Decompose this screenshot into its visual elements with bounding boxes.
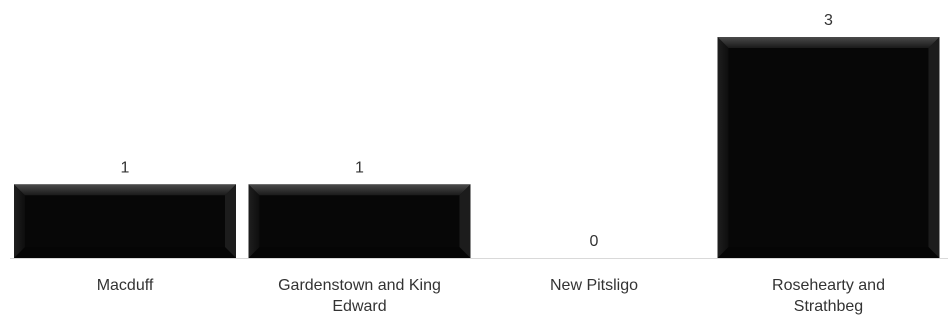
category-label: Rosehearty and Strathbeg (772, 277, 885, 315)
bars (14, 37, 940, 258)
bar-bevel (14, 184, 25, 258)
category-label: New Pitsligo (550, 277, 638, 294)
value-label: 1 (121, 159, 130, 176)
bar-bevel (225, 184, 236, 258)
value-label: 1 (355, 159, 364, 176)
value-label: 0 (590, 233, 599, 250)
category-label: Macduff (97, 277, 154, 294)
bar-bevel (248, 184, 471, 196)
bar (248, 184, 471, 258)
bar (717, 37, 940, 258)
bar (14, 184, 236, 258)
bar-face (728, 48, 929, 247)
labels: 1 Macduff 1 Gardenstown and King Edward 0 New … (97, 12, 885, 315)
bar-bevel (14, 184, 236, 196)
bar-face (25, 195, 225, 247)
bar-bevel (928, 37, 940, 258)
bar-bevel (717, 37, 940, 48)
bar-bevel (459, 184, 471, 258)
category-label: Gardenstown and King Edward (278, 277, 441, 315)
bar-bevel (717, 37, 729, 258)
bar-bevel (248, 184, 260, 258)
bar-face (259, 195, 460, 247)
value-label: 3 (824, 12, 833, 29)
